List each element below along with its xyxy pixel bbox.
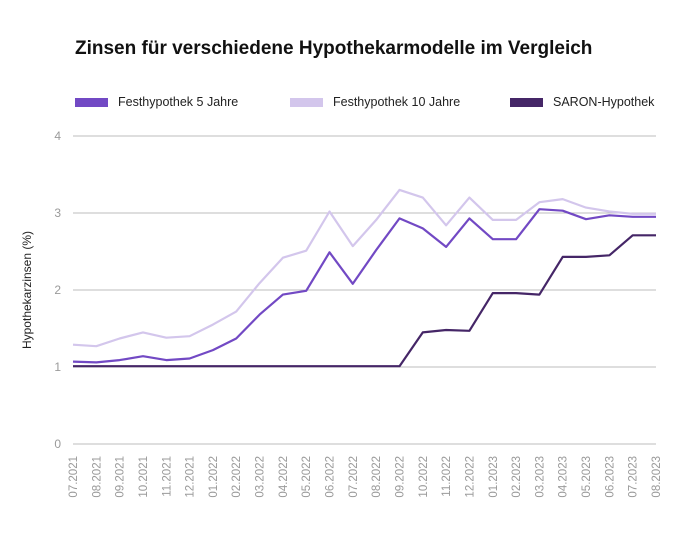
legend-item-festhypothek-5: Festhypothek 5 Jahre xyxy=(75,95,238,109)
legend-label-festhypothek-5: Festhypothek 5 Jahre xyxy=(118,95,239,109)
x-tick-label: 10.2022 xyxy=(418,456,430,498)
legend-swatch-festhypothek-5 xyxy=(75,97,108,107)
x-tick-labels: 07.2021 08.2021 09.2021 10.2021 11.2021 12.20… xyxy=(68,456,663,498)
y-tick-labels: 0 1 2 3 4 xyxy=(54,129,61,451)
series-line-festhypothek-10-jahre xyxy=(72,188,656,348)
y-tick-label: 0 xyxy=(54,437,61,451)
legend-swatch-saron xyxy=(510,97,543,107)
x-tick-label: 07.2023 xyxy=(628,456,640,498)
gridlines xyxy=(73,135,656,445)
y-tick-label: 3 xyxy=(54,206,61,220)
series-line-saron-hypothek xyxy=(73,234,656,368)
x-tick-label: 03.2022 xyxy=(255,456,267,498)
series-line-festhypothek-5-jahre xyxy=(72,208,656,364)
legend-label-saron: SARON-Hypothek xyxy=(553,95,655,109)
chart-title: Zinsen für verschiedene Hypothekarmodell… xyxy=(75,38,593,59)
x-tick-label: 04.2023 xyxy=(558,456,570,498)
x-tick-label: 03.2023 xyxy=(534,456,546,498)
x-tick-label: 01.2023 xyxy=(488,456,500,498)
x-tick-label: 09.2022 xyxy=(394,456,406,498)
legend-item-saron: SARON-Hypothek xyxy=(510,95,654,109)
x-tick-label: 08.2023 xyxy=(651,456,663,498)
y-tick-label: 4 xyxy=(54,129,61,143)
legend-item-festhypothek-10: Festhypothek 10 Jahre xyxy=(290,95,460,109)
x-tick-label: 08.2022 xyxy=(371,456,383,498)
x-tick-label: 12.2022 xyxy=(464,456,476,498)
x-tick-label: 02.2022 xyxy=(231,456,243,498)
x-tick-label: 09.2021 xyxy=(115,456,127,498)
x-tick-label: 02.2023 xyxy=(511,456,523,498)
x-tick-label: 08.2021 xyxy=(91,456,103,498)
legend-label-festhypothek-10: Festhypothek 10 Jahre xyxy=(333,95,461,109)
x-tick-label: 07.2021 xyxy=(68,456,80,498)
chart-legend: Festhypothek 5 Jahre Festhypothek 10 Jah… xyxy=(75,95,675,115)
x-tick-label: 05.2023 xyxy=(581,456,593,498)
y-tick-label: 2 xyxy=(54,283,61,297)
x-tick-label: 10.2021 xyxy=(138,456,150,498)
legend-swatch-festhypothek-10 xyxy=(290,97,323,107)
x-tick-label: 05.2022 xyxy=(301,456,313,498)
y-tick-label: 1 xyxy=(54,360,61,374)
x-tick-label: 04.2022 xyxy=(278,456,290,498)
x-tick-label: 07.2022 xyxy=(348,456,360,498)
x-tick-label: 01.2022 xyxy=(208,456,220,498)
series-lines xyxy=(72,188,656,368)
x-tick-label: 06.2023 xyxy=(604,456,616,498)
x-tick-label: 11.2021 xyxy=(161,456,173,497)
x-tick-label: 12.2021 xyxy=(185,456,197,498)
x-tick-label: 11.2022 xyxy=(441,456,453,497)
x-tick-label: 06.2022 xyxy=(325,456,337,498)
